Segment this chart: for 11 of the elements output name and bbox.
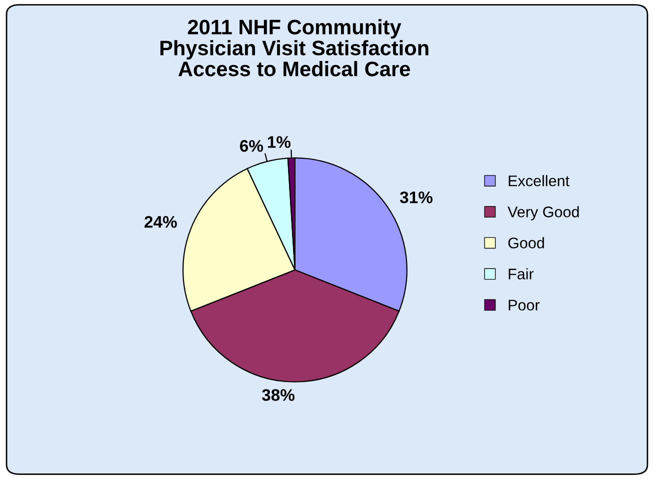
legend-label: Fair — [508, 268, 534, 280]
data-label: 31% — [400, 191, 433, 204]
data-label: 1% — [268, 136, 291, 148]
legend-label: Very Good — [508, 206, 579, 220]
data-label: 24% — [144, 216, 177, 228]
legend-label: Excellent — [508, 175, 570, 186]
data-label: 38% — [262, 389, 295, 401]
legend-label: Poor — [508, 300, 540, 310]
data-label: 6% — [240, 140, 264, 152]
chart-title: 2011 NHF Community Physician Visit Satisfaction Access to Medical Care — [160, 19, 428, 76]
legend-label: Good — [508, 237, 544, 248]
